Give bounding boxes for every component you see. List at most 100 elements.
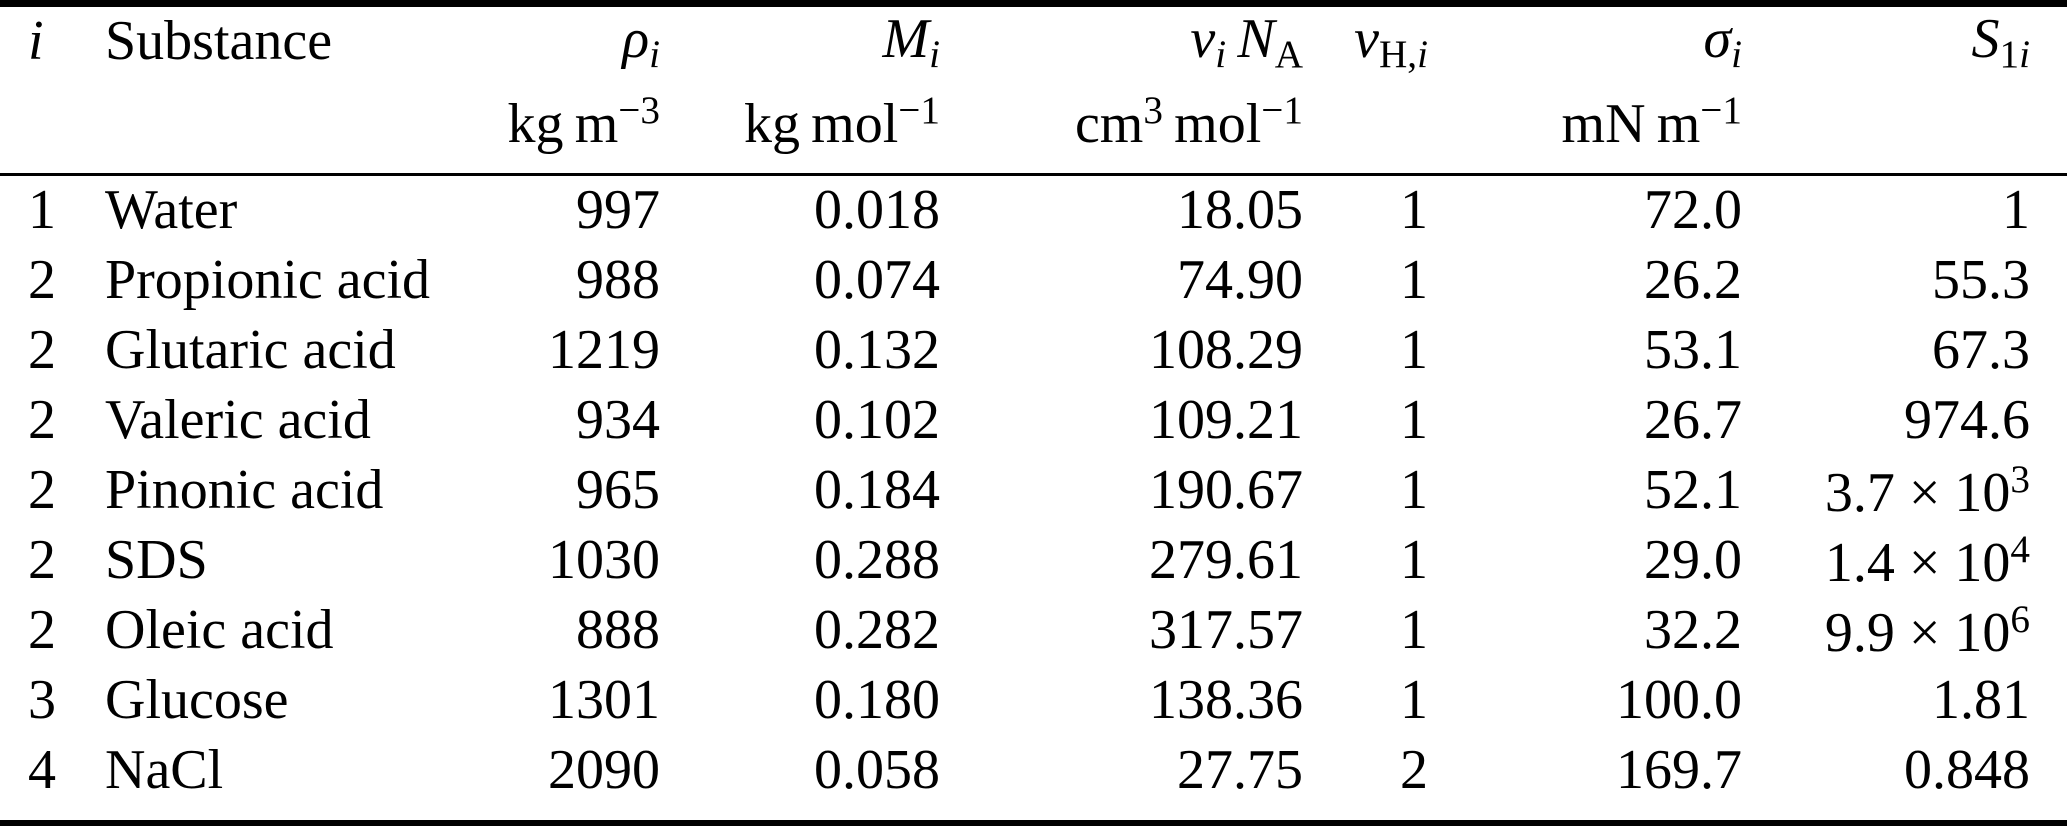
col-units-molar-mass: kg mol−1 bbox=[660, 77, 940, 176]
col-header-i: i bbox=[0, 7, 75, 77]
text-segment: 1 bbox=[1400, 249, 1428, 312]
text-segment: −1 bbox=[1261, 89, 1303, 132]
text-segment: 26.7 bbox=[1644, 389, 1742, 452]
text-segment: 32.2 bbox=[1644, 599, 1742, 662]
cell-rho: 1219 bbox=[430, 316, 660, 386]
cell-sigma: 169.7 bbox=[1428, 736, 1742, 806]
cell-rho: 1301 bbox=[430, 666, 660, 736]
table-row: 2 Propionic acid 988 0.074 74.90 1 26.2 55.3 bbox=[0, 246, 2067, 316]
text-segment: 3 bbox=[1143, 89, 1163, 132]
cell-i: 2 bbox=[0, 316, 75, 386]
cell-molar-volume: 108.29 bbox=[940, 316, 1303, 386]
text-segment: 2 bbox=[28, 389, 56, 452]
cell-i: 2 bbox=[0, 386, 75, 456]
cell-molar-mass: 0.180 bbox=[660, 666, 940, 736]
table-row: 2 Valeric acid 934 0.102 109.21 1 26.7 974.6 bbox=[0, 386, 2067, 456]
text-segment: 0.282 bbox=[814, 599, 940, 662]
col-header-molar-mass: Mi bbox=[660, 7, 940, 77]
text-segment: 1.4 × 10 bbox=[1824, 531, 2011, 594]
col-header-vH: vH,i bbox=[1303, 7, 1428, 77]
cell-vH: 1 bbox=[1303, 176, 1428, 246]
text-segment: 9.9 × 10 bbox=[1824, 601, 2011, 664]
col-header-substance: Substance bbox=[75, 7, 430, 77]
text-segment: mN m bbox=[1561, 92, 1701, 155]
cell-S1i: 9.9 × 106 bbox=[1742, 596, 2067, 666]
text-segment: i bbox=[1731, 32, 1742, 76]
cell-molar-mass: 0.282 bbox=[660, 596, 940, 666]
text-segment: −3 bbox=[618, 89, 660, 132]
cell-S1i: 67.3 bbox=[1742, 316, 2067, 386]
text-segment: 100.0 bbox=[1616, 669, 1742, 732]
text-segment: 988 bbox=[576, 249, 660, 312]
text-segment: 997 bbox=[576, 179, 660, 242]
text-segment: mol bbox=[1162, 92, 1262, 155]
cell-rho: 934 bbox=[430, 386, 660, 456]
cell-vH: 1 bbox=[1303, 666, 1428, 736]
text-segment: 52.1 bbox=[1644, 459, 1742, 522]
text-segment: 74.90 bbox=[1177, 249, 1303, 312]
cell-vH: 1 bbox=[1303, 456, 1428, 526]
cell-molar-volume: 74.90 bbox=[940, 246, 1303, 316]
cell-molar-mass: 0.102 bbox=[660, 386, 940, 456]
cell-molar-mass: 0.058 bbox=[660, 736, 940, 806]
data-table: i Substance ρi Mi vi NA vH,i σi S1i kg m−3 kg mol… bbox=[0, 7, 2067, 806]
text-segment: 888 bbox=[576, 599, 660, 662]
text-segment: 2 bbox=[28, 319, 56, 382]
text-segment: 169.7 bbox=[1616, 739, 1742, 802]
header-units-row: kg m−3 kg mol−1 cm3 mol−1 mN m−1 bbox=[0, 77, 2067, 176]
cell-i: 3 bbox=[0, 666, 75, 736]
text-segment: 3 bbox=[28, 669, 56, 732]
text-segment: 0.074 bbox=[814, 249, 940, 312]
text-segment: 4 bbox=[2010, 527, 2030, 571]
text-segment: 0.058 bbox=[814, 739, 940, 802]
table-top-rule bbox=[0, 0, 2067, 7]
text-segment: Propionic acid bbox=[105, 249, 431, 312]
col-units-sigma: mN m−1 bbox=[1428, 77, 1742, 176]
cell-substance: Glutaric acid bbox=[75, 316, 430, 386]
text-segment: 1301 bbox=[548, 669, 660, 732]
cell-S1i: 1.4 × 104 bbox=[1742, 526, 2067, 596]
cell-vH: 1 bbox=[1303, 246, 1428, 316]
text-segment: H, bbox=[1379, 32, 1418, 76]
text-segment: 3.7 × 10 bbox=[1824, 461, 2011, 524]
text-segment: kg m bbox=[507, 92, 619, 155]
text-segment: 109.21 bbox=[1149, 389, 1303, 452]
text-segment: 18.05 bbox=[1177, 179, 1303, 242]
cell-S1i: 3.7 × 103 bbox=[1742, 456, 2067, 526]
col-units-vH bbox=[1303, 77, 1428, 176]
cell-substance: Pinonic acid bbox=[75, 456, 430, 526]
text-segment: 1.81 bbox=[1932, 669, 2030, 732]
text-segment: 317.57 bbox=[1149, 599, 1303, 662]
text-segment: 1 bbox=[1400, 319, 1428, 382]
text-segment: Oleic acid bbox=[105, 599, 334, 662]
cell-substance: Valeric acid bbox=[75, 386, 430, 456]
cell-rho: 965 bbox=[430, 456, 660, 526]
cell-vH: 1 bbox=[1303, 526, 1428, 596]
cell-molar-mass: 0.018 bbox=[660, 176, 940, 246]
text-segment: cm bbox=[1074, 92, 1144, 155]
text-segment: 1 bbox=[1400, 389, 1428, 452]
cell-molar-mass: 0.184 bbox=[660, 456, 940, 526]
cell-i: 2 bbox=[0, 596, 75, 666]
cell-vH: 1 bbox=[1303, 596, 1428, 666]
text-segment: 190.67 bbox=[1149, 459, 1303, 522]
cell-molar-volume: 138.36 bbox=[940, 666, 1303, 736]
text-segment: 1 bbox=[1400, 669, 1428, 732]
cell-substance: Oleic acid bbox=[75, 596, 430, 666]
cell-substance: NaCl bbox=[75, 736, 430, 806]
col-units-rho: kg m−3 bbox=[430, 77, 660, 176]
text-segment: i bbox=[2019, 32, 2030, 76]
cell-sigma: 52.1 bbox=[1428, 456, 1742, 526]
cell-S1i: 55.3 bbox=[1742, 246, 2067, 316]
cell-molar-volume: 190.67 bbox=[940, 456, 1303, 526]
text-segment: 4 bbox=[28, 739, 56, 802]
table-header-rule bbox=[0, 173, 2067, 176]
text-segment: 1 bbox=[1999, 32, 2020, 76]
text-segment: 108.29 bbox=[1149, 319, 1303, 382]
cell-rho: 888 bbox=[430, 596, 660, 666]
cell-molar-volume: 109.21 bbox=[940, 386, 1303, 456]
text-segment: 0.848 bbox=[1904, 739, 2030, 802]
cell-sigma: 53.1 bbox=[1428, 316, 1742, 386]
cell-i: 2 bbox=[0, 246, 75, 316]
table-row: 2 Glutaric acid 1219 0.132 108.29 1 53.1 67.3 bbox=[0, 316, 2067, 386]
